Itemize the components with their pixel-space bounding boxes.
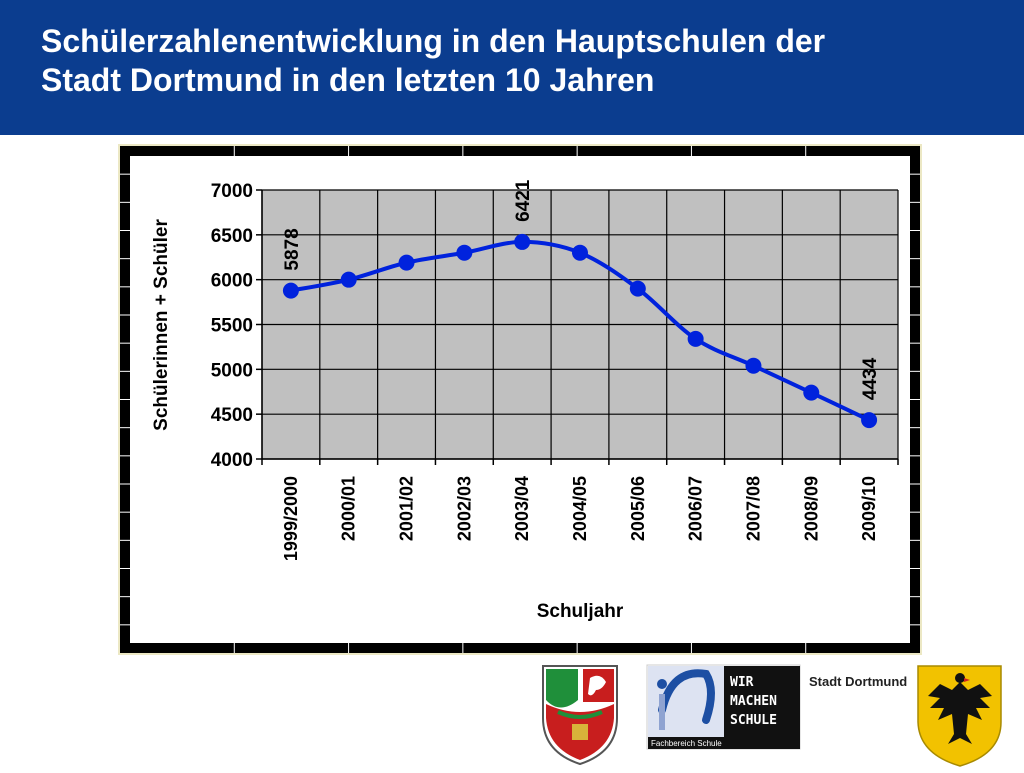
y-tick-label: 5000 (211, 360, 253, 381)
school-logo-caption: Fachbereich Schule (651, 739, 722, 748)
dortmund-eagle-icon (917, 665, 1002, 767)
page-title-line1: Schülerzahlenentwicklung in den Hauptsch… (41, 23, 826, 59)
x-tick-label: 2008/09 (801, 476, 821, 541)
axes (256, 189, 899, 465)
data-point (687, 330, 704, 347)
y-tick-label: 5500 (211, 316, 253, 337)
x-axis-label: Schuljahr (537, 601, 624, 622)
data-point (514, 233, 531, 250)
school-logo-line2: MACHEN (730, 694, 777, 709)
x-tick-label: 2006/07 (686, 476, 706, 541)
data-point (572, 244, 588, 261)
line-chart: 4000 4500 5000 5500 6000 6500 7000 1999/2000 20… (120, 146, 920, 653)
city-name: Stadt Dortmund (809, 674, 907, 689)
data-points (282, 233, 878, 429)
school-logo-line3: SCHULE (730, 713, 777, 728)
wir-machen-schule-logo: Fachbereich Schule WIR MACHEN SCHULE (646, 664, 801, 750)
y-tick-label: 6500 (211, 226, 253, 247)
data-label: 6421 (513, 179, 534, 222)
data-point (398, 254, 415, 271)
page-title-line2: Stadt Dortmund in den letzten 10 Jahren (41, 62, 655, 98)
data-label: 5878 (282, 228, 303, 270)
school-logo-line1: WIR (730, 675, 754, 690)
x-tick-label: 1999/2000 (281, 476, 301, 561)
x-tick-label: 2009/10 (859, 476, 879, 541)
y-tick-label: 4500 (211, 405, 253, 426)
data-point (803, 384, 820, 401)
grid-lines (261, 189, 899, 460)
y-axis-label: Schülerinnen + Schüler (151, 219, 172, 431)
logo-bar: Fachbereich Schule WIR MACHEN SCHULE Sta… (0, 660, 1024, 768)
y-tick-label: 7000 (211, 181, 253, 202)
data-point (456, 244, 473, 261)
x-tick-label: 2000/01 (339, 476, 359, 541)
x-tick-label: 2002/03 (454, 476, 474, 541)
page-title: Schülerzahlenentwicklung in den Hauptsch… (41, 22, 1001, 100)
x-tick-label: 2007/08 (743, 476, 763, 541)
data-point (629, 280, 646, 297)
data-point (745, 357, 762, 374)
data-point (282, 282, 299, 299)
x-tick-label: 2001/02 (397, 476, 417, 541)
data-label: 4434 (860, 357, 881, 400)
x-tick-label: 2003/04 (512, 476, 532, 541)
y-tick-label: 6000 (211, 271, 253, 292)
y-tick-label: 4000 (211, 450, 253, 471)
data-point (861, 412, 878, 429)
y-tick-labels: 4000 4500 5000 5500 6000 6500 7000 (211, 181, 253, 471)
nrw-coat-of-arms-icon (542, 665, 618, 766)
x-tick-label: 2004/05 (570, 476, 590, 541)
x-tick-label: 2005/06 (628, 476, 648, 541)
chart-frame: 4000 4500 5000 5500 6000 6500 7000 1999/2000 20… (118, 144, 922, 655)
data-labels: 5878 6421 4434 (282, 179, 881, 400)
header-bar: Schülerzahlenentwicklung in den Hauptsch… (0, 0, 1024, 135)
x-tick-labels: 1999/2000 2000/01 2001/02 2002/03 2003/04 200… (281, 476, 879, 561)
border-ticks (120, 146, 920, 653)
data-point (340, 271, 357, 288)
